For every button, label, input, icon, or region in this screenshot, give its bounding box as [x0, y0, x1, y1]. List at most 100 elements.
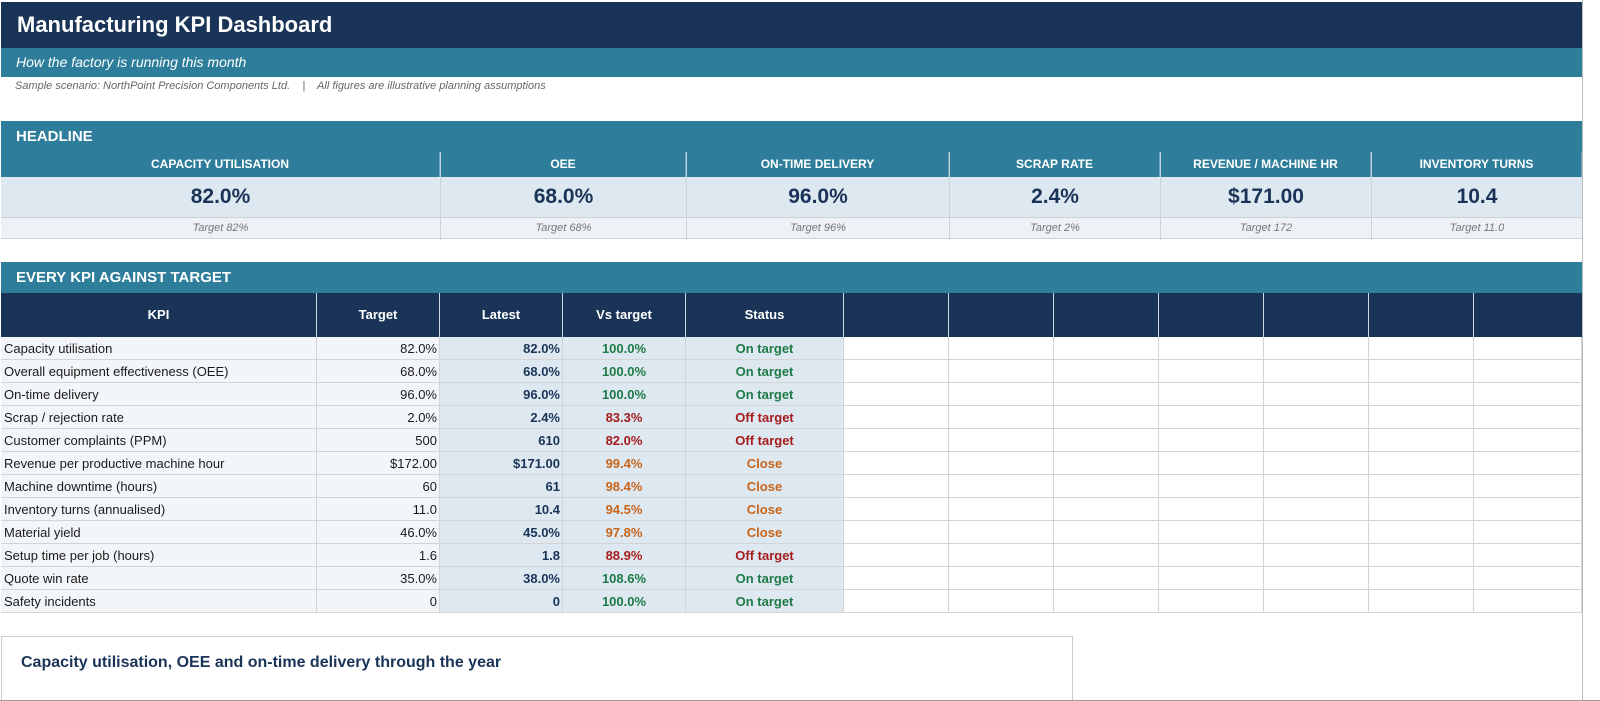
- empty-cell[interactable]: [1054, 360, 1159, 383]
- empty-cell[interactable]: [1474, 429, 1582, 452]
- empty-cell[interactable]: [949, 590, 1054, 613]
- empty-cell[interactable]: [1159, 337, 1264, 360]
- header-empty[interactable]: [949, 293, 1054, 337]
- empty-cell[interactable]: [1054, 383, 1159, 406]
- empty-cell[interactable]: [1159, 498, 1264, 521]
- empty-cell[interactable]: [1474, 383, 1582, 406]
- vs-target-cell[interactable]: 100.0%: [563, 360, 686, 383]
- status-cell[interactable]: Off target: [686, 406, 844, 429]
- empty-cell[interactable]: [1474, 475, 1582, 498]
- header-empty[interactable]: [1054, 293, 1159, 337]
- empty-cell[interactable]: [844, 475, 949, 498]
- empty-cell[interactable]: [1369, 475, 1474, 498]
- empty-cell[interactable]: [1159, 452, 1264, 475]
- empty-cell[interactable]: [949, 383, 1054, 406]
- vs-target-cell[interactable]: 100.0%: [563, 383, 686, 406]
- status-cell[interactable]: On target: [686, 360, 844, 383]
- target-cell[interactable]: 46.0%: [317, 521, 440, 544]
- tile-oee[interactable]: OEE 68.0% Target 68%: [441, 152, 687, 240]
- vs-target-cell[interactable]: 100.0%: [563, 590, 686, 613]
- header-empty[interactable]: [1369, 293, 1474, 337]
- empty-cell[interactable]: [1474, 544, 1582, 567]
- status-cell[interactable]: Off target: [686, 544, 844, 567]
- empty-cell[interactable]: [1054, 337, 1159, 360]
- target-cell[interactable]: 60: [317, 475, 440, 498]
- kpi-section-header[interactable]: EVERY KPI AGAINST TARGET: [1, 262, 1582, 293]
- empty-cell[interactable]: [844, 521, 949, 544]
- empty-cell[interactable]: [1264, 590, 1369, 613]
- empty-cell[interactable]: [1474, 452, 1582, 475]
- kpi-cell[interactable]: Overall equipment effectiveness (OEE): [1, 360, 317, 383]
- empty-cell[interactable]: [844, 383, 949, 406]
- target-cell[interactable]: 68.0%: [317, 360, 440, 383]
- scenario-note[interactable]: Sample scenario: NorthPoint Precision Co…: [15, 80, 546, 92]
- vs-target-cell[interactable]: 94.5%: [563, 498, 686, 521]
- empty-cell[interactable]: [1054, 429, 1159, 452]
- empty-cell[interactable]: [1474, 337, 1582, 360]
- empty-cell[interactable]: [1159, 360, 1264, 383]
- target-cell[interactable]: 11.0: [317, 498, 440, 521]
- chart-panel[interactable]: Capacity utilisation, OEE and on-time de…: [1, 636, 1073, 701]
- empty-cell[interactable]: [1369, 406, 1474, 429]
- empty-cell[interactable]: [1369, 383, 1474, 406]
- empty-cell[interactable]: [1159, 590, 1264, 613]
- status-cell[interactable]: Close: [686, 475, 844, 498]
- latest-cell[interactable]: 0: [440, 590, 563, 613]
- empty-cell[interactable]: [1159, 544, 1264, 567]
- tile-capacity-utilisation[interactable]: CAPACITY UTILISATION 82.0% Target 82%: [1, 152, 441, 240]
- kpi-cell[interactable]: Quote win rate: [1, 567, 317, 590]
- empty-cell[interactable]: [844, 429, 949, 452]
- empty-cell[interactable]: [949, 498, 1054, 521]
- latest-cell[interactable]: 1.8: [440, 544, 563, 567]
- status-cell[interactable]: Close: [686, 452, 844, 475]
- empty-cell[interactable]: [1474, 590, 1582, 613]
- empty-cell[interactable]: [1369, 429, 1474, 452]
- empty-cell[interactable]: [1159, 429, 1264, 452]
- target-cell[interactable]: 96.0%: [317, 383, 440, 406]
- empty-cell[interactable]: [1159, 521, 1264, 544]
- headline-section-header[interactable]: HEADLINE: [1, 121, 1582, 152]
- empty-cell[interactable]: [1159, 567, 1264, 590]
- tile-revenue-machine-hr[interactable]: REVENUE / MACHINE HR $171.00 Target 172: [1161, 152, 1372, 240]
- vs-target-cell[interactable]: 82.0%: [563, 429, 686, 452]
- empty-cell[interactable]: [1159, 383, 1264, 406]
- vs-target-cell[interactable]: 83.3%: [563, 406, 686, 429]
- empty-cell[interactable]: [1474, 498, 1582, 521]
- empty-cell[interactable]: [1369, 498, 1474, 521]
- dashboard-title[interactable]: Manufacturing KPI Dashboard: [1, 2, 1582, 48]
- empty-cell[interactable]: [1054, 567, 1159, 590]
- latest-cell[interactable]: 610: [440, 429, 563, 452]
- header-empty[interactable]: [1159, 293, 1264, 337]
- header-empty[interactable]: [1264, 293, 1369, 337]
- tile-inventory-turns[interactable]: INVENTORY TURNS 10.4 Target 11.0: [1372, 152, 1582, 240]
- kpi-cell[interactable]: Scrap / rejection rate: [1, 406, 317, 429]
- empty-cell[interactable]: [949, 521, 1054, 544]
- latest-cell[interactable]: 2.4%: [440, 406, 563, 429]
- empty-cell[interactable]: [1474, 406, 1582, 429]
- kpi-cell[interactable]: Revenue per productive machine hour: [1, 452, 317, 475]
- target-cell[interactable]: 1.6: [317, 544, 440, 567]
- vs-target-cell[interactable]: 97.8%: [563, 521, 686, 544]
- empty-cell[interactable]: [1264, 429, 1369, 452]
- empty-cell[interactable]: [949, 429, 1054, 452]
- empty-cell[interactable]: [1054, 521, 1159, 544]
- target-cell[interactable]: 2.0%: [317, 406, 440, 429]
- latest-cell[interactable]: 61: [440, 475, 563, 498]
- empty-cell[interactable]: [949, 544, 1054, 567]
- kpi-cell[interactable]: Setup time per job (hours): [1, 544, 317, 567]
- empty-cell[interactable]: [844, 498, 949, 521]
- header-kpi[interactable]: KPI: [1, 293, 317, 337]
- vs-target-cell[interactable]: 100.0%: [563, 337, 686, 360]
- vs-target-cell[interactable]: 108.6%: [563, 567, 686, 590]
- empty-cell[interactable]: [844, 452, 949, 475]
- empty-cell[interactable]: [1054, 406, 1159, 429]
- empty-cell[interactable]: [949, 337, 1054, 360]
- empty-cell[interactable]: [1369, 360, 1474, 383]
- target-cell[interactable]: 500: [317, 429, 440, 452]
- target-cell[interactable]: $172.00: [317, 452, 440, 475]
- empty-cell[interactable]: [844, 590, 949, 613]
- empty-cell[interactable]: [844, 544, 949, 567]
- empty-cell[interactable]: [1264, 383, 1369, 406]
- latest-cell[interactable]: 96.0%: [440, 383, 563, 406]
- status-cell[interactable]: On target: [686, 383, 844, 406]
